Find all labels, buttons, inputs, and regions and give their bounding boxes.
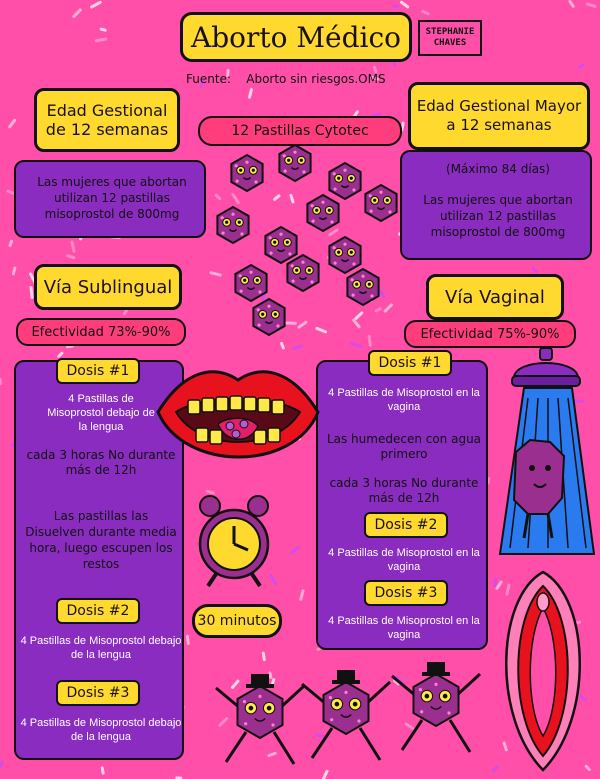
left-gestation-text: Las mujeres que abortan utilizan 12 past… [37, 175, 187, 221]
left-interval-text: cada 3 horas No durante más de 12h [26, 448, 176, 477]
clock-label: 30 minutos [192, 604, 282, 638]
dancer-tablet-3 [412, 672, 460, 728]
left-dose2-text: 4 Pastillas de Misoprostol debajo de la … [20, 635, 182, 661]
tablets-cluster [216, 143, 398, 337]
signature: STEPHANIE CHAVES [418, 20, 482, 56]
right-dosage-panel: Dosis #1 4 Pastillas de Misoprostol en l… [316, 350, 488, 650]
source-line: Fuente: Aborto sin riesgos.OMS [186, 72, 426, 86]
tablet-1 [230, 153, 264, 193]
right-dose3-label: Dosis #3 [364, 580, 448, 606]
right-dose2-text: 4 Pastillas de Misoprostol en la vagina [328, 547, 480, 573]
left-dose2-label-text: Dosis #2 [66, 603, 130, 619]
tablet-9 [234, 263, 268, 303]
tablet-10 [286, 253, 320, 293]
center-pills-label: 12 Pastillas Cytotec [198, 116, 402, 146]
center-pills-label-text: 12 Pastillas Cytotec [231, 123, 369, 139]
tablet-5 [306, 193, 340, 233]
left-dose3-label-text: Dosis #3 [66, 685, 130, 701]
right-dose1-label-text: Dosis #1 [378, 355, 442, 371]
tablet-6 [364, 183, 398, 223]
dancer-tablet-2 [322, 680, 370, 736]
left-gestation-title-text: Edad Gestional de 12 semanas [45, 101, 169, 139]
dancer-tablet-1 [236, 684, 284, 740]
tablet-12 [252, 297, 286, 337]
left-dose3-text: 4 Pastillas de Misoprostol debajo de la … [20, 717, 182, 743]
source-value: Aborto sin riesgos.OMS [246, 72, 386, 86]
tablet-3 [328, 161, 362, 201]
left-effectiveness: Efectividad 73%-90% [16, 318, 186, 346]
source-label: Fuente: [186, 72, 231, 86]
left-route-title-text: Vía Sublingual [43, 276, 173, 298]
left-dosage-panel: Dosis #1 4 Pastillas de Misoprostol deba… [14, 358, 184, 760]
left-dose1-text: 4 Pastillas de Misoprostol debajo de la … [47, 393, 155, 433]
left-dissolve-text: Las pastillas las Disuelven durante medi… [25, 509, 177, 571]
page-title-text: Aborto Médico [190, 20, 402, 54]
left-dose2-label: Dosis #2 [56, 598, 140, 624]
right-max-days: (Máximo 84 días) [446, 162, 550, 176]
tablet-8 [328, 235, 362, 275]
left-dose1-label-text: Dosis #1 [66, 363, 130, 379]
clock-label-text: 30 minutos [197, 613, 277, 629]
right-dose3-label-text: Dosis #3 [374, 585, 438, 601]
right-effectiveness: Efectividad 75%-90% [404, 320, 576, 348]
signature-text: STEPHANIE CHAVES [425, 27, 475, 48]
left-route-title: Vía Sublingual [34, 264, 182, 310]
vulva-illustration [505, 570, 581, 772]
right-effectiveness-text: Efectividad 75%-90% [420, 326, 560, 342]
left-gestation-box: Las mujeres que abortan utilizan 12 past… [14, 160, 206, 238]
lips-illustration [156, 370, 320, 459]
tablet-7 [264, 225, 298, 265]
right-route-title-text: Vía Vaginal [445, 286, 545, 308]
right-route-title: Vía Vaginal [426, 274, 564, 320]
shower-illustration [498, 347, 596, 555]
left-effectiveness-text: Efectividad 73%-90% [31, 324, 171, 340]
right-moisten-text: Las humedecen con agua primero [326, 432, 482, 461]
left-gestation-title: Edad Gestional de 12 semanas [34, 88, 180, 152]
tablet-4 [216, 205, 250, 245]
right-dose1-text: 4 Pastillas de Misoprostol en la vagina [328, 387, 480, 413]
left-dose3-label: Dosis #3 [56, 680, 140, 706]
right-dose3-text: 4 Pastillas de Misoprostol en la vagina [328, 615, 480, 641]
tablet-2 [278, 143, 312, 183]
dancing-tablets-illustration [215, 662, 482, 765]
right-gestation-title-text: Edad Gestional Mayor a 12 semanas [416, 97, 582, 134]
right-dose2-label: Dosis #2 [364, 512, 448, 538]
right-gestation-box: (Máximo 84 días) Las mujeres que abortan… [400, 150, 592, 260]
right-gestation-text: Las mujeres que abortan utilizan 12 past… [423, 193, 573, 239]
right-interval-text: cada 3 horas No durante más de 12h [329, 476, 479, 505]
right-dose1-label: Dosis #1 [368, 350, 452, 376]
right-gestation-title: Edad Gestional Mayor a 12 semanas [408, 82, 590, 150]
tablet-11 [346, 267, 380, 307]
alarm-clock-icon [198, 495, 270, 588]
page-title: Aborto Médico [180, 12, 412, 62]
left-dose1-label: Dosis #1 [56, 358, 140, 384]
right-dose2-label-text: Dosis #2 [374, 517, 438, 533]
